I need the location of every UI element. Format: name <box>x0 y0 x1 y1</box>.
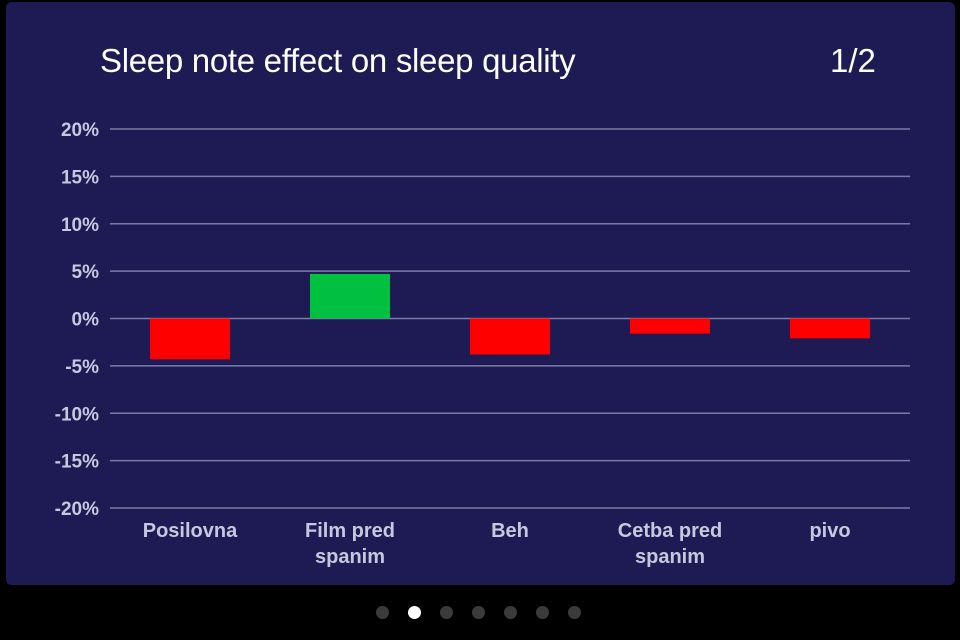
y-tick-label: -10% <box>55 404 99 425</box>
bar <box>630 318 710 334</box>
x-tick-label: spanim <box>315 546 385 568</box>
y-tick-label: 15% <box>61 167 99 188</box>
page-dot[interactable] <box>376 606 389 619</box>
page-dot[interactable] <box>504 606 517 619</box>
y-tick-label: 0% <box>72 310 100 331</box>
x-tick-label: Film pred <box>305 520 395 542</box>
y-tick-label: 20% <box>61 120 99 141</box>
y-tick-label: 5% <box>72 262 100 283</box>
bar <box>790 318 870 339</box>
bar <box>150 318 230 360</box>
page-indicator: 1/2 <box>830 42 876 79</box>
page-dot[interactable] <box>408 606 421 619</box>
page-dots <box>0 606 960 622</box>
x-tick-label: Beh <box>491 520 529 542</box>
x-tick-label: spanim <box>635 546 705 568</box>
bars <box>150 273 870 360</box>
page-dot[interactable] <box>536 606 549 619</box>
chart-title: Sleep note effect on sleep quality <box>100 42 576 79</box>
page-dot[interactable] <box>472 606 485 619</box>
y-tick-label: -20% <box>55 499 99 520</box>
bar <box>310 273 390 319</box>
y-tick-label: -15% <box>55 452 99 473</box>
y-tick-label: -5% <box>65 357 99 378</box>
y-tick-label: 10% <box>61 215 99 236</box>
page-dot[interactable] <box>440 606 453 619</box>
bar <box>470 318 550 355</box>
y-axis-ticks: 20% 15% 10% 5% 0% -5% -10% -15% -20% <box>55 120 99 520</box>
x-tick-label: Cetba pred <box>618 520 722 542</box>
x-tick-label: Posilovna <box>143 520 238 542</box>
page-dot[interactable] <box>568 606 581 619</box>
x-axis-ticks: Posilovna Film pred spanim Beh Cetba pred spa… <box>143 520 851 568</box>
x-tick-label: pivo <box>809 520 850 542</box>
chart-card <box>6 2 955 585</box>
